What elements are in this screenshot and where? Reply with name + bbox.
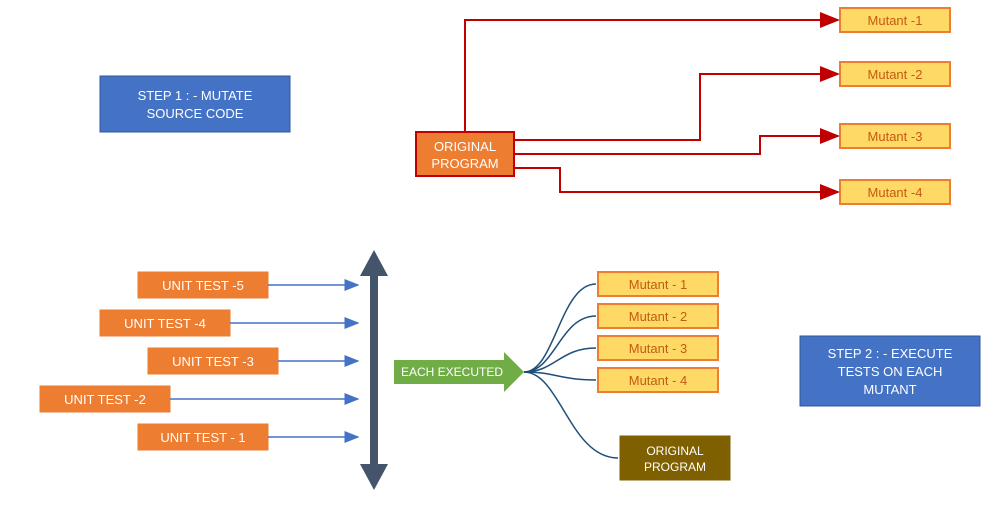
each-executed-label: EACH EXECUTED (401, 365, 503, 379)
mutant-right-2-label: Mutant - 2 (629, 309, 688, 324)
unit-test-1: UNIT TEST - 1 (138, 424, 268, 450)
mutant-right-1-label: Mutant - 1 (629, 277, 688, 292)
mutant-right-4-label: Mutant - 4 (629, 373, 688, 388)
step2-line2: TESTS ON EACH (838, 364, 943, 379)
original2-line1: ORIGINAL (646, 444, 704, 458)
unit-test-3: UNIT TEST -3 (148, 348, 278, 374)
step2-line1: STEP 2 : - EXECUTE (828, 346, 953, 361)
mutant-right-3-label: Mutant - 3 (629, 341, 688, 356)
original-program-box: ORIGINAL PROGRAM (416, 132, 514, 176)
mutant-top-3: Mutant -3 (840, 124, 950, 148)
original-line2: PROGRAM (431, 156, 498, 171)
mutant-top-4-label: Mutant -4 (868, 185, 923, 200)
mutant-top-2-label: Mutant -2 (868, 67, 923, 82)
original-line1: ORIGINAL (434, 139, 496, 154)
step1-line2: SOURCE CODE (147, 106, 244, 121)
original2-line2: PROGRAM (644, 460, 706, 474)
mutant-right-3: Mutant - 3 (598, 336, 718, 360)
connector-orig-mutant1 (465, 20, 838, 132)
unit-test-4: UNIT TEST -4 (100, 310, 230, 336)
mutant-right-4: Mutant - 4 (598, 368, 718, 392)
mutant-top-1: Mutant -1 (840, 8, 950, 32)
unit-test-1-label: UNIT TEST - 1 (160, 430, 245, 445)
step1-box: STEP 1 : - MUTATE SOURCE CODE (100, 76, 290, 132)
mutant-right-2: Mutant - 2 (598, 304, 718, 328)
unit-test-5: UNIT TEST -5 (138, 272, 268, 298)
curve-exec-m4 (524, 372, 596, 380)
connector-orig-mutant4 (514, 168, 838, 192)
connector-orig-mutant2 (514, 74, 838, 140)
unit-test-3-label: UNIT TEST -3 (172, 354, 254, 369)
step2-box: STEP 2 : - EXECUTE TESTS ON EACH MUTANT (800, 336, 980, 406)
step1-line1: STEP 1 : - MUTATE (138, 88, 253, 103)
mutant-top-3-label: Mutant -3 (868, 129, 923, 144)
mutant-top-2: Mutant -2 (840, 62, 950, 86)
original-program-2-box: ORIGINAL PROGRAM (620, 436, 730, 480)
connector-orig-mutant3 (514, 136, 838, 154)
vertical-double-arrow (360, 250, 388, 490)
diagram-canvas: STEP 1 : - MUTATE SOURCE CODE ORIGINAL P… (0, 0, 1000, 514)
mutant-top-1-label: Mutant -1 (868, 13, 923, 28)
mutant-top-4: Mutant -4 (840, 180, 950, 204)
unit-test-2-label: UNIT TEST -2 (64, 392, 146, 407)
each-executed-arrow: EACH EXECUTED (394, 352, 524, 392)
unit-test-2: UNIT TEST -2 (40, 386, 170, 412)
unit-test-4-label: UNIT TEST -4 (124, 316, 206, 331)
step2-line3: MUTANT (863, 382, 916, 397)
unit-test-5-label: UNIT TEST -5 (162, 278, 244, 293)
mutant-right-1: Mutant - 1 (598, 272, 718, 296)
